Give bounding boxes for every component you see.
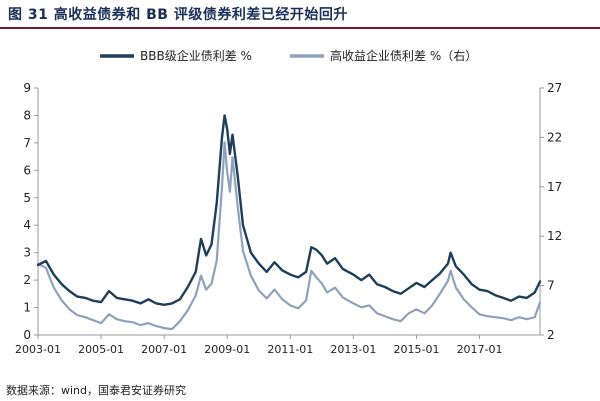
x-tick-label: 2017-01 bbox=[457, 343, 503, 356]
figure-title-bar: 图 31 高收益债券和 BB 评级债券利差已经开始回升 bbox=[0, 0, 600, 29]
title-divider bbox=[0, 27, 600, 29]
chart-area: 0 1 2 3 4 5 6 7 8 9 2 7 12 17 22 27 2003-01 2005-01 2007-0… bbox=[0, 30, 600, 370]
y-left-tick-label: 4 bbox=[23, 218, 31, 232]
y-left-tick-label: 2 bbox=[23, 273, 31, 287]
y-right-tick-label: 22 bbox=[547, 130, 562, 144]
source-note: 数据来源：wind，国泰君安证券研究 bbox=[6, 384, 187, 397]
y-right-tick-label: 7 bbox=[547, 279, 555, 293]
y-right-tick-label: 2 bbox=[547, 328, 555, 342]
y-left-tick-label: 9 bbox=[23, 81, 31, 95]
x-tick-label: 2007-01 bbox=[141, 343, 187, 356]
y-left-tick-label: 0 bbox=[23, 328, 31, 342]
series-line-bbb bbox=[36, 114, 542, 306]
x-tick-label: 2015-01 bbox=[393, 343, 439, 356]
legend-label-high-yield: 高收益企业债利差 %（右） bbox=[330, 48, 477, 63]
y-right-tick-label: 27 bbox=[547, 81, 562, 95]
series-line-high-yield bbox=[36, 141, 542, 331]
y-left-tick-label: 1 bbox=[23, 301, 31, 315]
y-left-tick-label: 7 bbox=[23, 136, 31, 150]
y-left-tick-label: 8 bbox=[23, 108, 31, 122]
x-tick-label: 2013-01 bbox=[330, 343, 376, 356]
x-tick-label: 2003-01 bbox=[15, 343, 61, 356]
y-left-tick-label: 6 bbox=[23, 163, 31, 177]
y-right-tick-label: 17 bbox=[547, 180, 562, 194]
y-left-tick-label: 5 bbox=[23, 191, 31, 205]
y-right-tick-label: 12 bbox=[547, 229, 562, 243]
x-tick-label: 2011-01 bbox=[267, 343, 313, 356]
x-tick-label: 2005-01 bbox=[78, 343, 124, 356]
y-left-tick-label: 3 bbox=[23, 246, 31, 260]
figure-title: 图 31 高收益债券和 BB 评级债券利差已经开始回升 bbox=[8, 7, 348, 23]
x-tick-label: 2009-01 bbox=[204, 343, 250, 356]
legend-label-bbb: BBB级企业债利差 % bbox=[140, 48, 252, 63]
